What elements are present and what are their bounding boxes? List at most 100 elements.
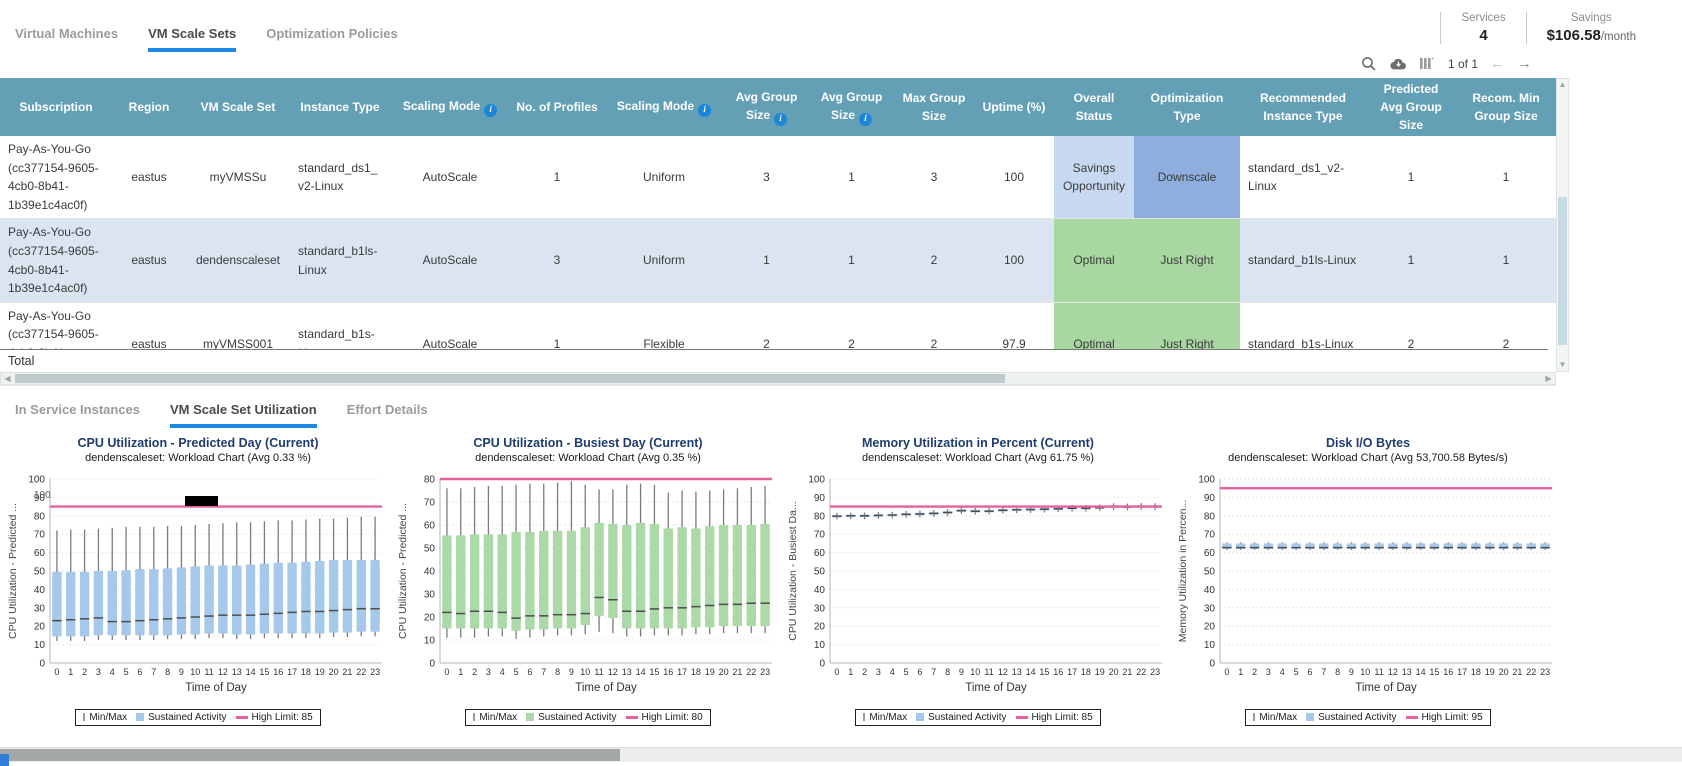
svg-text:22: 22 bbox=[746, 667, 756, 677]
box-hour-9 bbox=[957, 507, 966, 514]
info-icon[interactable]: i bbox=[774, 113, 787, 126]
box-hour-3 bbox=[1264, 542, 1273, 550]
box-hour-18 bbox=[301, 519, 310, 638]
legend-item: Sustained Activity bbox=[1306, 712, 1396, 723]
next-page-arrow[interactable]: → bbox=[1517, 56, 1532, 71]
minmax-glyph bbox=[863, 713, 865, 721]
box-hour-10 bbox=[971, 508, 980, 515]
column-header-scaling-mode[interactable]: Scaling Modei bbox=[390, 78, 510, 136]
box-hour-19 bbox=[705, 491, 714, 635]
svg-text:2: 2 bbox=[472, 667, 477, 677]
search-icon[interactable] bbox=[1361, 55, 1378, 72]
table-hscroll-thumb[interactable] bbox=[15, 374, 1005, 383]
table-cell: 100 bbox=[974, 136, 1054, 219]
box-hour-9 bbox=[177, 526, 186, 639]
export-download-icon[interactable] bbox=[1390, 55, 1407, 72]
box-hour-20 bbox=[1499, 542, 1508, 550]
column-header-optimization-type[interactable]: Optimization Type bbox=[1134, 78, 1240, 136]
svg-text:12: 12 bbox=[608, 667, 618, 677]
minmax-glyph bbox=[83, 713, 85, 721]
scroll-up-arrow[interactable]: ▲ bbox=[1557, 79, 1568, 91]
svg-text:0: 0 bbox=[819, 659, 825, 670]
column-header-predicted-avg-group-size[interactable]: Predicted Avg Group Size bbox=[1366, 78, 1456, 136]
svg-text:11: 11 bbox=[594, 667, 603, 677]
tab-virtual-machines[interactable]: Virtual Machines bbox=[15, 26, 118, 52]
svg-text:70: 70 bbox=[34, 530, 46, 541]
table-horizontal-scrollbar[interactable]: ◀ ▶ bbox=[0, 372, 1556, 385]
box-hour-2 bbox=[860, 512, 869, 519]
scroll-left-arrow[interactable]: ◀ bbox=[1, 373, 14, 384]
svg-text:21: 21 bbox=[732, 667, 742, 677]
box-hour-21 bbox=[733, 488, 742, 633]
table-row[interactable]: Pay-As-You-Go (cc377154-9605-4cb0-8b41-1… bbox=[0, 219, 1556, 302]
info-icon[interactable]: i bbox=[859, 113, 872, 126]
stat-label: Savings bbox=[1547, 12, 1636, 24]
legend-item: High Limit: 95 bbox=[1406, 712, 1483, 723]
column-header-no-of-profiles[interactable]: No. of Profiles bbox=[510, 78, 604, 136]
scroll-down-arrow[interactable]: ▼ bbox=[1557, 359, 1568, 371]
svg-text:50: 50 bbox=[34, 567, 46, 578]
svg-text:12: 12 bbox=[1388, 667, 1398, 677]
table-cell: Savings Opportunity bbox=[1054, 136, 1134, 219]
tab-optimization-policies[interactable]: Optimization Policies bbox=[266, 26, 397, 52]
svg-text:19: 19 bbox=[1485, 667, 1495, 677]
svg-text:10: 10 bbox=[814, 640, 826, 651]
svg-text:60: 60 bbox=[1204, 548, 1216, 559]
column-header-avg-group-size[interactable]: Avg Group Sizei bbox=[809, 78, 894, 136]
table-cell: 1 bbox=[1366, 219, 1456, 302]
table-vscroll-thumb[interactable] bbox=[1558, 197, 1567, 345]
table-cell: AutoScale bbox=[390, 136, 510, 219]
tab-in-service-instances[interactable]: In Service Instances bbox=[15, 402, 140, 428]
column-header-subscription[interactable]: Subscription bbox=[0, 78, 112, 136]
svg-text:60: 60 bbox=[34, 548, 46, 559]
scroll-right-arrow[interactable]: ▶ bbox=[1542, 373, 1555, 384]
svg-text:13: 13 bbox=[1012, 667, 1022, 677]
table-cell: myVMSSu bbox=[186, 136, 290, 219]
page-horizontal-scrollbar[interactable] bbox=[0, 747, 1682, 762]
prev-page-arrow[interactable]: ← bbox=[1490, 56, 1505, 71]
column-header-avg-group-size[interactable]: Avg Group Sizei bbox=[724, 78, 809, 136]
box-hour-14 bbox=[1416, 542, 1425, 550]
stat-suffix: /month bbox=[1601, 31, 1636, 43]
table-cell: eastus bbox=[112, 136, 186, 219]
vmss-table: SubscriptionRegionVM Scale SetInstance T… bbox=[0, 78, 1556, 386]
column-header-scaling-mode[interactable]: Scaling Modei bbox=[604, 78, 724, 136]
stat-value: 4 bbox=[1461, 27, 1505, 44]
page-hscroll-thumb[interactable] bbox=[0, 749, 620, 761]
svg-text:12: 12 bbox=[218, 667, 228, 677]
svg-text:4: 4 bbox=[110, 667, 115, 677]
column-header-instance-type[interactable]: Instance Type bbox=[290, 78, 390, 136]
svg-text:4: 4 bbox=[1280, 667, 1285, 677]
box-hour-12 bbox=[998, 507, 1007, 514]
legend-item: High Limit: 85 bbox=[236, 712, 313, 723]
tab-vm-scale-set-utilization[interactable]: VM Scale Set Utilization bbox=[170, 402, 317, 428]
column-header-max-group-size[interactable]: Max Group Size bbox=[894, 78, 974, 136]
table-cell: Optimal bbox=[1054, 219, 1134, 302]
box-hour-6 bbox=[135, 527, 144, 640]
info-icon[interactable]: i bbox=[484, 104, 497, 117]
legend-label: Min/Max bbox=[1259, 712, 1297, 723]
column-header-region[interactable]: Region bbox=[112, 78, 186, 136]
info-icon[interactable]: i bbox=[698, 104, 711, 117]
legend-item: Min/Max bbox=[473, 712, 517, 723]
column-header-recommended-instance-type[interactable]: Recommended Instance Type bbox=[1240, 78, 1366, 136]
column-header-overall-status[interactable]: Overall Status bbox=[1054, 78, 1134, 136]
svg-text:2: 2 bbox=[1252, 667, 1257, 677]
table-row[interactable]: Pay-As-You-Go (cc377154-9605-4cb0-8b41-1… bbox=[0, 136, 1556, 219]
svg-text:23: 23 bbox=[1150, 667, 1160, 677]
table-vertical-scrollbar[interactable]: ▲ ▼ bbox=[1556, 78, 1569, 372]
tab-effort-details[interactable]: Effort Details bbox=[347, 402, 428, 428]
legend-label: High Limit: 80 bbox=[642, 712, 703, 723]
table-cell: 1 bbox=[809, 219, 894, 302]
column-header-recom-min-group-size[interactable]: Recom. Min Group Size bbox=[1456, 78, 1556, 136]
svg-text:70: 70 bbox=[1204, 530, 1216, 541]
svg-text:30: 30 bbox=[424, 590, 436, 601]
column-settings-icon[interactable]: * bbox=[1419, 55, 1436, 72]
tab-vm-scale-sets[interactable]: VM Scale Sets bbox=[148, 26, 236, 52]
boxplot-svg: 0102030405060708001234567891011121314151… bbox=[394, 469, 782, 707]
column-header-uptime[interactable]: Uptime (%) bbox=[974, 78, 1054, 136]
column-header-vm-scale-set[interactable]: VM Scale Set bbox=[186, 78, 290, 136]
sustained-activity-glyph bbox=[136, 713, 144, 721]
svg-text:13: 13 bbox=[1402, 667, 1412, 677]
chart-title: CPU Utilization - Predicted Day (Current… bbox=[4, 436, 392, 451]
